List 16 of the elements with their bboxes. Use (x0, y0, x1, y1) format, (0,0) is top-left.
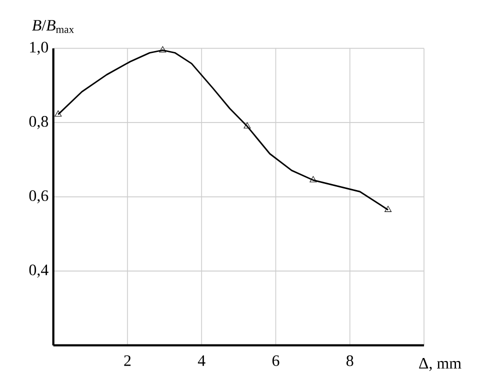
y-axis-title: B/B$_{max}$ (32, 20, 74, 34)
point (159, 46, 166, 52)
point (54, 110, 62, 117)
point (384, 206, 392, 212)
x-tick-label: 8 (346, 355, 354, 366)
y-tick-label: 0,4 (29, 264, 48, 278)
point (310, 176, 317, 182)
y-tick-label: 0,6 (29, 190, 48, 204)
x-tick-label: 2 (124, 355, 131, 366)
x-tick-label: 6 (272, 355, 280, 366)
line-series (57, 49, 389, 211)
y-tick-label: 1,0 (30, 42, 48, 55)
y-tick-label: 0,8 (29, 116, 48, 130)
x-tick-label: 4 (198, 355, 206, 366)
x-axis-title: Δ, mm (419, 358, 462, 371)
point (244, 122, 251, 128)
